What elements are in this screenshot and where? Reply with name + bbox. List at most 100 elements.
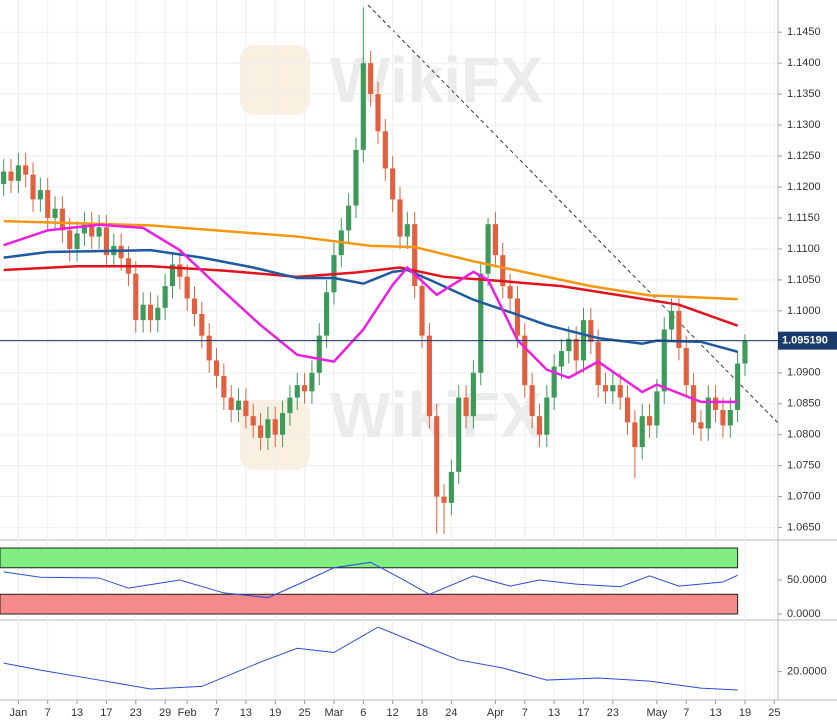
candle-body (155, 307, 161, 321)
y-tick-label: 1.1050 (787, 274, 821, 286)
x-tick-label: 7 (213, 707, 219, 719)
candle-body (147, 304, 154, 321)
y-tick-label: 1.0850 (787, 398, 821, 410)
x-tick-label: Apr (487, 707, 504, 719)
y-tick-label: 1.0900 (787, 367, 821, 379)
candle-body (206, 335, 212, 361)
candle-body (610, 385, 616, 392)
candle-body (59, 208, 65, 231)
x-tick-label: 24 (445, 707, 457, 719)
x-tick-label: May (647, 707, 668, 719)
current-price-label: 1.095190 (782, 335, 828, 347)
candle-body (89, 224, 95, 237)
candle-body (705, 397, 711, 429)
y-tick-label: 1.0800 (787, 429, 821, 441)
candle-body (45, 190, 51, 218)
candle-body (529, 385, 535, 417)
candle-body (544, 397, 550, 435)
candle-body (639, 416, 645, 448)
candle-body (213, 360, 220, 376)
x-tick-label: 25 (298, 707, 310, 719)
y-tick-label: 20.0000 (787, 665, 827, 677)
y-tick-label: 1.1000 (787, 305, 821, 317)
x-tick-label: 18 (416, 707, 428, 719)
current-price-box (778, 331, 837, 350)
x-tick-label: 13 (71, 707, 83, 719)
candle-body (309, 372, 315, 392)
candle-body (382, 131, 388, 169)
candle-body (67, 230, 73, 249)
candle-body (727, 409, 733, 426)
candle-body (456, 397, 462, 472)
x-tick-label: 12 (387, 707, 399, 719)
candle-body (280, 413, 286, 435)
candle-body (426, 335, 432, 417)
candle-body (654, 391, 660, 426)
candle-body (566, 338, 572, 352)
candle-body (441, 496, 447, 503)
x-tick-label: 23 (607, 707, 619, 719)
x-tick-label: 6 (360, 707, 366, 719)
candle-body (140, 304, 146, 321)
candle-body (133, 273, 139, 321)
candle-body (368, 63, 374, 95)
candle-body (30, 174, 36, 200)
candle-body (463, 397, 469, 417)
candle-body (478, 273, 484, 373)
y-tick-label: 1.0650 (787, 522, 821, 534)
candle-body (360, 63, 366, 150)
y-tick-label: 1.1450 (787, 26, 821, 38)
candle-body (228, 397, 234, 410)
candle-body (169, 264, 176, 287)
candle-body (375, 94, 381, 132)
y-tick-label: 50.0000 (787, 574, 827, 586)
candle-body (470, 372, 476, 417)
y-tick-label: 1.0750 (787, 460, 821, 472)
candle-body (1, 171, 7, 184)
candle-body (294, 385, 300, 398)
y-tick-label: 1.1250 (787, 150, 821, 162)
candle-body (316, 335, 322, 373)
candle-body (397, 199, 403, 237)
zone-band (0, 547, 739, 569)
y-tick-label: 1.1300 (787, 119, 821, 131)
candle-body (514, 298, 521, 336)
candle-body (184, 276, 190, 299)
candle-body (492, 224, 498, 256)
candle-body (74, 233, 80, 249)
candle-body (15, 165, 21, 181)
candle-body (522, 335, 528, 386)
candle-body (272, 419, 278, 435)
line (3, 223, 738, 404)
x-tick-label: 23 (130, 707, 142, 719)
candle-body (221, 375, 227, 398)
candle-body (632, 422, 638, 448)
y-tick-label: 1.1200 (787, 181, 821, 193)
candle-body (412, 224, 418, 287)
line (3, 219, 738, 301)
zone-band (0, 593, 739, 615)
candle-body (257, 425, 264, 438)
candle-body (162, 286, 168, 308)
candle-body (81, 224, 87, 234)
x-tick-label: 29 (159, 707, 171, 719)
candle-body (691, 385, 697, 423)
candle-body (177, 264, 183, 277)
y-tick-label: 0.0000 (787, 608, 821, 620)
candle-body (551, 366, 557, 398)
candle-body (434, 416, 440, 497)
x-tick-label: 7 (522, 707, 528, 719)
x-tick-label: 7 (683, 707, 689, 719)
x-tick-label: 25 (768, 707, 780, 719)
x-tick-label: Feb (178, 707, 197, 719)
candle-body (37, 190, 43, 200)
candle-body (588, 320, 594, 342)
candle-body (646, 416, 653, 426)
candle-body (199, 313, 205, 336)
x-tick-label: 13 (709, 707, 721, 719)
x-tick-label: 7 (45, 707, 51, 719)
candle-body (419, 286, 425, 336)
candle-body (8, 171, 14, 181)
candle-body (720, 409, 726, 426)
